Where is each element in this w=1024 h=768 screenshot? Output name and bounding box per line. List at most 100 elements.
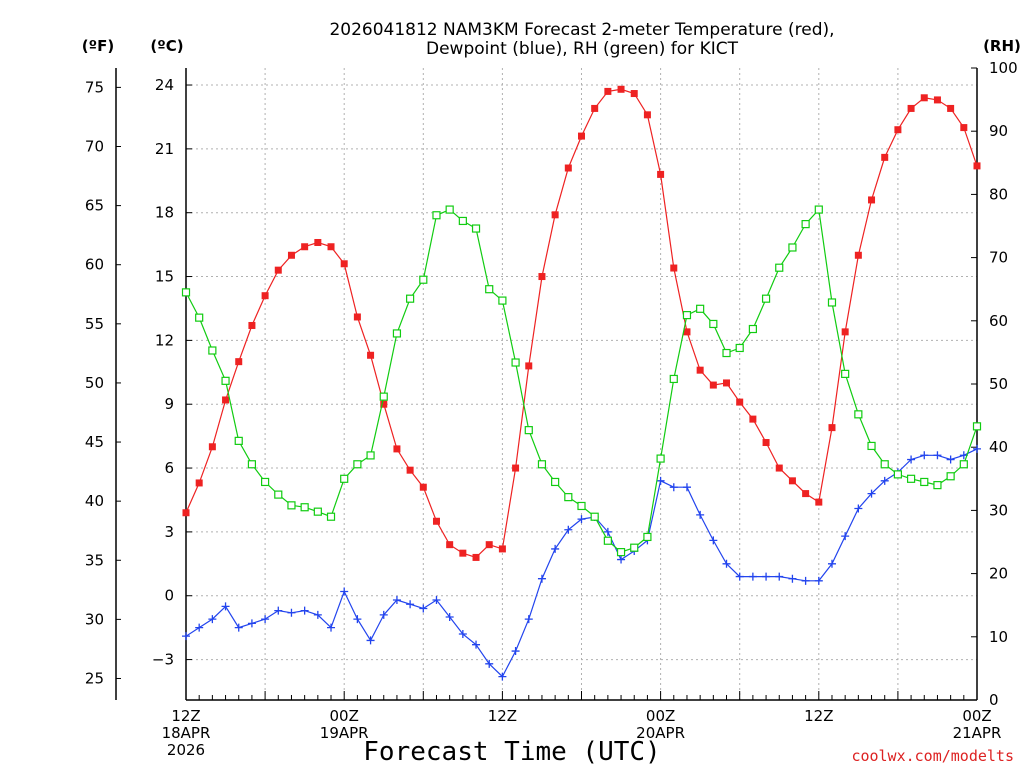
dewpoint-point xyxy=(735,572,744,581)
temperature-point xyxy=(353,313,361,321)
dewpoint-point xyxy=(195,623,204,632)
celsius-tick-label: 0 xyxy=(164,587,174,605)
temperature-point xyxy=(775,464,783,472)
fahrenheit-tick-label: 55 xyxy=(85,315,104,333)
rh-point xyxy=(287,501,296,510)
rh-point xyxy=(920,477,929,487)
rh-point xyxy=(181,288,191,297)
rh-point xyxy=(458,216,467,226)
dewpoint-point xyxy=(234,623,243,632)
temperature-point xyxy=(222,396,230,404)
dewpoint-point xyxy=(788,574,797,583)
temperature-point xyxy=(973,162,981,170)
temperature-point xyxy=(762,439,770,447)
temperature-point xyxy=(709,381,717,389)
rh-point xyxy=(893,470,903,479)
rh-point xyxy=(972,422,982,431)
rh-line xyxy=(185,208,978,553)
temperature-point xyxy=(459,549,467,557)
rh-point xyxy=(379,392,388,401)
dewpoint-point xyxy=(933,451,942,460)
rh-point xyxy=(788,243,797,252)
data-series xyxy=(181,85,982,681)
dewpoint-point xyxy=(524,615,533,624)
rh-point xyxy=(340,474,349,483)
temperature-point xyxy=(670,264,678,272)
rh-point xyxy=(696,304,705,313)
temperature-point xyxy=(657,170,665,178)
temperature-point xyxy=(736,398,744,406)
rh-point xyxy=(353,460,362,469)
rh-point xyxy=(630,543,639,552)
temperature-point xyxy=(604,87,612,95)
dewpoint-point xyxy=(696,510,705,519)
temperature-point xyxy=(208,443,216,451)
temperature-point xyxy=(248,321,256,329)
rh-point xyxy=(906,474,916,483)
temperature-point xyxy=(551,211,559,219)
fahrenheit-tick-label: 70 xyxy=(85,137,104,155)
rh-point xyxy=(366,451,375,460)
x-tick-label: 12Z xyxy=(488,707,517,725)
rh-point xyxy=(880,460,889,469)
rh-point xyxy=(511,358,520,367)
rh-point xyxy=(524,426,533,435)
rh-point xyxy=(709,319,718,329)
temperature-point xyxy=(301,243,309,251)
rh-point xyxy=(735,343,744,353)
axes: −3 0 3 6 9 12 15 18 21 24 25 30 35 40 45 50 55 60 65 70 75 0 1… xyxy=(85,59,1018,759)
temperature-point xyxy=(393,445,401,453)
rh-point xyxy=(577,501,586,511)
temperature-point xyxy=(327,243,335,251)
fahrenheit-tick-label: 65 xyxy=(85,197,104,215)
dewpoint-point xyxy=(247,619,256,628)
dewpoint-point xyxy=(406,600,415,609)
rh-tick-label: 90 xyxy=(989,122,1008,140)
temperature-point xyxy=(947,104,955,112)
fahrenheit-tick-label: 40 xyxy=(85,492,104,510)
temperature-point xyxy=(446,541,454,549)
temperature-point xyxy=(630,90,638,98)
dewpoint-point xyxy=(827,559,836,568)
dewpoint-point xyxy=(682,483,691,492)
dewpoint-point xyxy=(669,483,678,492)
rh-point xyxy=(946,472,955,481)
dewpoint-point xyxy=(432,595,441,604)
rh-point xyxy=(195,313,204,322)
dewpoint-point xyxy=(854,504,863,513)
dewpoint-point xyxy=(801,576,810,585)
rh-tick-label: 80 xyxy=(989,185,1008,203)
rh-point xyxy=(498,296,507,305)
dewpoint-point xyxy=(762,572,771,581)
dewpoint-point xyxy=(867,489,876,498)
dewpoint-point xyxy=(748,572,757,581)
temperature-point xyxy=(841,328,849,336)
x-tick-label: 12Z xyxy=(171,707,200,725)
temperature-point xyxy=(723,379,731,387)
fahrenheit-tick-label: 60 xyxy=(85,256,104,274)
temperature-point xyxy=(314,238,322,246)
x-tick-label: 20APR xyxy=(636,724,685,742)
fahrenheit-tick-label: 35 xyxy=(85,551,104,569)
dewpoint-point xyxy=(485,659,494,668)
rh-tick-label: 100 xyxy=(989,59,1018,77)
celsius-tick-label: 24 xyxy=(155,76,174,94)
rh-tick-label: 60 xyxy=(989,312,1008,330)
rh-point xyxy=(234,436,243,445)
celsius-tick-label: 12 xyxy=(155,331,174,349)
fahrenheit-tick-label: 75 xyxy=(85,78,104,96)
rh-point xyxy=(247,460,257,469)
celsius-tick-label: 9 xyxy=(164,395,174,413)
temperature-point xyxy=(367,351,375,359)
rh-point xyxy=(537,460,547,469)
temperature-point xyxy=(617,85,625,93)
credit-link[interactable]: coolwx.com/modelts xyxy=(851,747,1014,765)
dewpoint-point xyxy=(366,636,375,645)
temperature-point xyxy=(643,111,651,119)
dewpoint-point xyxy=(722,559,731,568)
rh-point xyxy=(419,275,428,284)
dewpoint-point xyxy=(775,572,784,581)
celsius-unit-label: (ºC) xyxy=(150,37,183,55)
rh-point xyxy=(959,460,968,469)
